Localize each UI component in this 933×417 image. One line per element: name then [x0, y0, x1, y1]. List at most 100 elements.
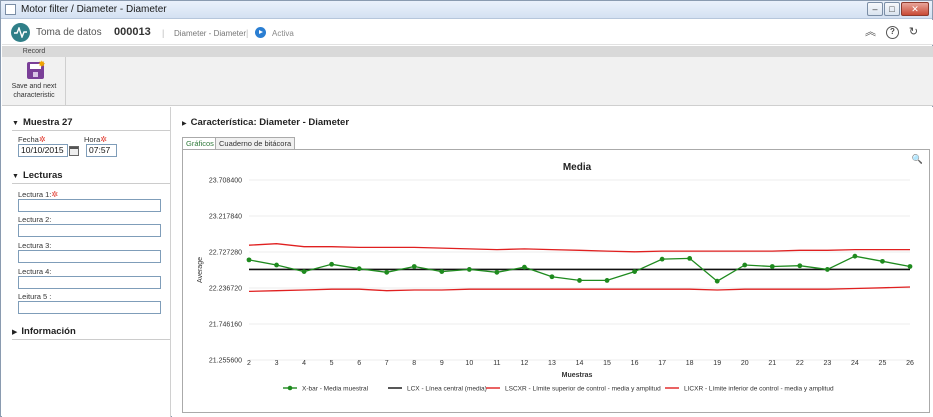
y-tick-label: 23.217840 — [209, 214, 242, 221]
required-icon: ✲ — [38, 135, 46, 144]
data-point — [880, 258, 885, 264]
refresh-icon[interactable]: ↻ — [908, 26, 919, 38]
characteristic-section-header[interactable]: ▶ Característica: Diameter - Diameter — [182, 117, 349, 128]
x-tick-label: 22 — [796, 360, 804, 367]
reading-4-input[interactable] — [18, 276, 161, 289]
title-bar: Motor filter / Diameter - Diameter – □ ✕ — [1, 1, 932, 19]
reading-5-input[interactable] — [18, 301, 161, 314]
series-line — [248, 243, 910, 253]
reading-3-input[interactable] — [18, 250, 161, 263]
reading-3-label: Lectura 3: — [18, 241, 52, 250]
expand-arrow-icon: ▼ — [12, 173, 19, 180]
reading-1-label: Lectura 1:✲ — [18, 190, 58, 199]
data-point — [714, 278, 720, 284]
x-tick-label: 16 — [631, 360, 639, 367]
y-tick-label: 21.255600 — [209, 358, 242, 365]
header-divider: | — [246, 28, 249, 38]
x-axis-label: Muestras — [562, 372, 593, 379]
help-icon[interactable]: ? — [886, 26, 899, 39]
legend-marker — [287, 385, 293, 391]
x-tick-label: 7 — [385, 360, 389, 367]
reading-5-label: Leitura 5 : — [18, 292, 52, 301]
x-tick-label: 25 — [879, 360, 887, 367]
data-point — [907, 264, 913, 269]
collapsed-arrow-icon: ▶ — [12, 329, 18, 336]
star-icon: ✸ — [38, 59, 46, 69]
x-tick-label: 18 — [686, 360, 694, 367]
x-tick-label: 13 — [548, 360, 556, 367]
ribbon-tab-record[interactable]: Record — [22, 48, 46, 55]
x-tick-label: 10 — [465, 360, 473, 367]
minimize-button[interactable]: – — [867, 2, 883, 16]
reading-2-input[interactable] — [18, 224, 161, 237]
time-field[interactable]: 07:57 — [86, 144, 117, 157]
data-point — [742, 262, 748, 268]
data-point — [604, 278, 610, 283]
information-title: Información — [21, 326, 76, 337]
calendar-icon[interactable] — [69, 146, 79, 156]
close-button[interactable]: ✕ — [901, 2, 929, 16]
x-tick-label: 14 — [576, 360, 584, 367]
data-point — [384, 269, 390, 275]
readings-section-header[interactable]: ▼ Lecturas — [12, 170, 63, 181]
readings-title: Lecturas — [22, 170, 63, 181]
section-divider — [12, 183, 170, 184]
time-label-text: Hora — [84, 135, 101, 144]
data-point — [577, 278, 582, 283]
y-axis-label: Average — [197, 257, 204, 283]
sample-section-header[interactable]: ▼ Muestra 27 — [12, 117, 73, 128]
x-tick-label: 26 — [906, 360, 914, 367]
save-disk-icon — [27, 62, 44, 79]
data-point — [494, 269, 500, 275]
reading-2-label: Lectura 2: — [18, 215, 52, 224]
status-text: Activa — [272, 29, 294, 38]
reading-1-input[interactable] — [18, 199, 161, 212]
data-point — [522, 264, 527, 270]
reading-1-label-text: Lectura 1: — [18, 190, 52, 199]
average-chart: Media Average Muestras 23.708400 23.21784… — [197, 162, 914, 393]
maximize-button[interactable]: □ — [884, 2, 900, 16]
x-tick-label: 6 — [357, 360, 361, 367]
collapse-up-icon[interactable]: ︽ — [865, 26, 876, 38]
characteristic-title: Característica: Diameter - Diameter — [190, 117, 350, 128]
record-code: 000013 — [114, 26, 151, 38]
data-point — [632, 269, 637, 275]
data-point — [356, 266, 362, 272]
data-point — [797, 263, 803, 269]
window-controls: – □ ✕ — [867, 2, 929, 16]
data-point — [439, 269, 445, 275]
x-tick-label: 24 — [851, 360, 859, 367]
section-divider — [12, 130, 170, 131]
app-window-icon — [5, 4, 16, 15]
data-point — [824, 267, 830, 272]
x-tick-label: 11 — [493, 360, 500, 367]
collapsed-arrow-icon: ▶ — [182, 121, 187, 127]
data-point — [466, 267, 472, 272]
save-and-next-label: Save and next characteristic — [11, 83, 57, 99]
required-icon: ✲ — [51, 190, 59, 199]
legend-label: LSCXR - Límite superior de control - med… — [505, 386, 661, 393]
legend-label: LCX - Línea central (media) — [407, 386, 487, 393]
zoom-icon[interactable]: 🔍 — [911, 154, 923, 164]
data-point — [687, 256, 693, 261]
data-point — [246, 257, 252, 263]
data-point — [411, 264, 417, 269]
ribbon-tab-strip: Record — [2, 46, 933, 57]
date-field[interactable]: 10/10/2015 — [18, 144, 68, 157]
y-tick-label: 21.746160 — [209, 322, 242, 329]
header-divider: | — [162, 28, 165, 38]
data-point — [301, 269, 307, 275]
information-section-header[interactable]: ▶ Información — [12, 326, 76, 337]
ribbon-toolbar: Record ✸ Save and next characteristic — [2, 46, 933, 106]
time-label: Hora✲ — [84, 135, 107, 144]
x-tick-label: 12 — [521, 360, 529, 367]
save-and-next-button[interactable]: ✸ Save and next characteristic — [2, 57, 66, 106]
x-tick-label: 20 — [741, 360, 749, 367]
tick-labels: 23.708400 23.217840 22.727280 22.236720 21.7… — [209, 178, 914, 368]
sample-panel: ▼ Muestra 27 Fecha✲ Hora✲ 10/10/2015 07:5… — [2, 107, 171, 417]
record-name: Diameter - Diameter — [174, 29, 247, 38]
section-divider — [12, 339, 170, 340]
required-icon: ✲ — [100, 135, 107, 144]
record-header: Toma de datos 000013 | Diameter - Diamet… — [2, 20, 933, 45]
